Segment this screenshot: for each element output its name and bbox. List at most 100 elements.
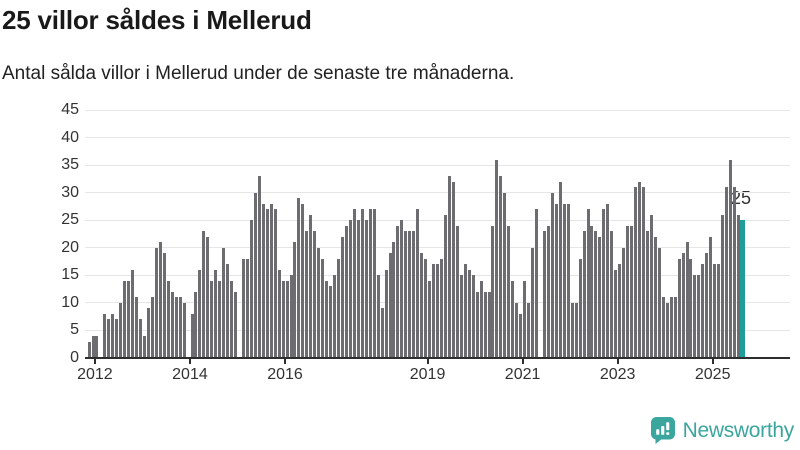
bar bbox=[293, 242, 297, 358]
bar bbox=[428, 280, 432, 358]
bar bbox=[459, 275, 463, 358]
bar bbox=[344, 225, 348, 358]
bar bbox=[483, 291, 487, 358]
bar bbox=[178, 297, 182, 358]
y-axis-label: 40 bbox=[61, 128, 79, 146]
bar bbox=[269, 203, 273, 358]
x-axis-tick bbox=[711, 359, 714, 364]
bar bbox=[404, 231, 408, 358]
bar bbox=[594, 231, 598, 358]
y-axis-label: 10 bbox=[61, 293, 79, 311]
bar bbox=[531, 247, 534, 358]
bar bbox=[420, 253, 424, 358]
bar bbox=[400, 220, 404, 358]
bar bbox=[226, 264, 230, 358]
bar bbox=[641, 187, 645, 358]
gridline bbox=[85, 192, 790, 194]
bar bbox=[436, 264, 439, 358]
bar bbox=[491, 225, 495, 358]
bar bbox=[337, 258, 340, 358]
gridline bbox=[85, 219, 790, 221]
bar bbox=[384, 269, 388, 358]
bar bbox=[523, 280, 527, 358]
bar bbox=[103, 313, 107, 358]
x-axis-tick bbox=[93, 359, 96, 364]
bar bbox=[210, 280, 214, 358]
bar bbox=[630, 225, 633, 358]
bar bbox=[645, 231, 649, 358]
x-axis-label: 2014 bbox=[172, 366, 208, 383]
y-axis-label: 20 bbox=[61, 238, 79, 256]
bar bbox=[511, 280, 515, 358]
bar bbox=[665, 302, 669, 358]
x-axis-label: 2025 bbox=[694, 366, 731, 383]
bar bbox=[158, 242, 162, 358]
bar bbox=[392, 242, 396, 358]
bar bbox=[653, 236, 657, 358]
bar bbox=[234, 291, 237, 358]
bar bbox=[570, 302, 574, 358]
newsworthy-icon bbox=[650, 417, 675, 444]
bar bbox=[416, 209, 420, 358]
bar bbox=[527, 302, 531, 358]
x-axis-label: 2019 bbox=[409, 366, 446, 383]
bar bbox=[230, 280, 234, 358]
bar bbox=[206, 236, 210, 358]
bar bbox=[119, 302, 123, 358]
bar bbox=[713, 264, 717, 358]
bar bbox=[447, 176, 451, 358]
bar bbox=[701, 264, 705, 358]
bar-chart: 25 0 5 10 15 20 25 30 35 40 45 2012 2014 2016 2019 202… bbox=[61, 102, 790, 383]
bar bbox=[356, 220, 360, 358]
bar bbox=[91, 336, 95, 358]
bar bbox=[273, 209, 277, 358]
bar bbox=[115, 319, 119, 358]
bar bbox=[285, 280, 289, 358]
y-axis-label: 25 bbox=[61, 211, 79, 229]
bar bbox=[471, 275, 475, 358]
bar bbox=[408, 231, 412, 358]
bar bbox=[364, 220, 368, 358]
y-axis-label: 15 bbox=[61, 266, 79, 284]
bar bbox=[87, 341, 91, 358]
bar bbox=[352, 209, 356, 358]
bar bbox=[729, 159, 732, 358]
bar bbox=[535, 209, 538, 358]
bar bbox=[182, 302, 186, 358]
bar bbox=[190, 313, 194, 358]
bar bbox=[626, 225, 630, 358]
bar bbox=[733, 187, 736, 358]
bar bbox=[432, 264, 435, 358]
bar bbox=[265, 209, 269, 358]
bar bbox=[657, 247, 661, 358]
bar bbox=[127, 280, 131, 358]
bar bbox=[582, 231, 586, 358]
bar bbox=[681, 253, 685, 358]
bar bbox=[689, 258, 693, 358]
gridline bbox=[85, 164, 790, 166]
bar bbox=[139, 319, 142, 358]
bar bbox=[222, 247, 226, 358]
bar bbox=[412, 231, 416, 358]
bar bbox=[194, 291, 198, 358]
x-axis-label: 2021 bbox=[504, 366, 541, 383]
bar bbox=[245, 258, 249, 358]
y-axis-label: 35 bbox=[61, 156, 79, 174]
bar bbox=[736, 214, 740, 358]
page-subtitle: Antal sålda villor i Mellerud under de s… bbox=[2, 63, 515, 84]
bar bbox=[455, 225, 459, 358]
bar bbox=[503, 192, 507, 358]
bar bbox=[340, 236, 344, 358]
bar bbox=[380, 308, 384, 358]
x-axis-tick bbox=[284, 359, 286, 364]
bar bbox=[479, 280, 483, 358]
page-title: 25 villor såldes i Mellerud bbox=[2, 5, 312, 35]
bar bbox=[649, 214, 653, 358]
bar bbox=[515, 302, 519, 358]
bar bbox=[135, 297, 138, 358]
x-axis-tick bbox=[521, 359, 524, 364]
bar bbox=[95, 336, 99, 358]
bar bbox=[329, 286, 333, 358]
bar bbox=[388, 253, 392, 358]
bar bbox=[360, 209, 364, 358]
